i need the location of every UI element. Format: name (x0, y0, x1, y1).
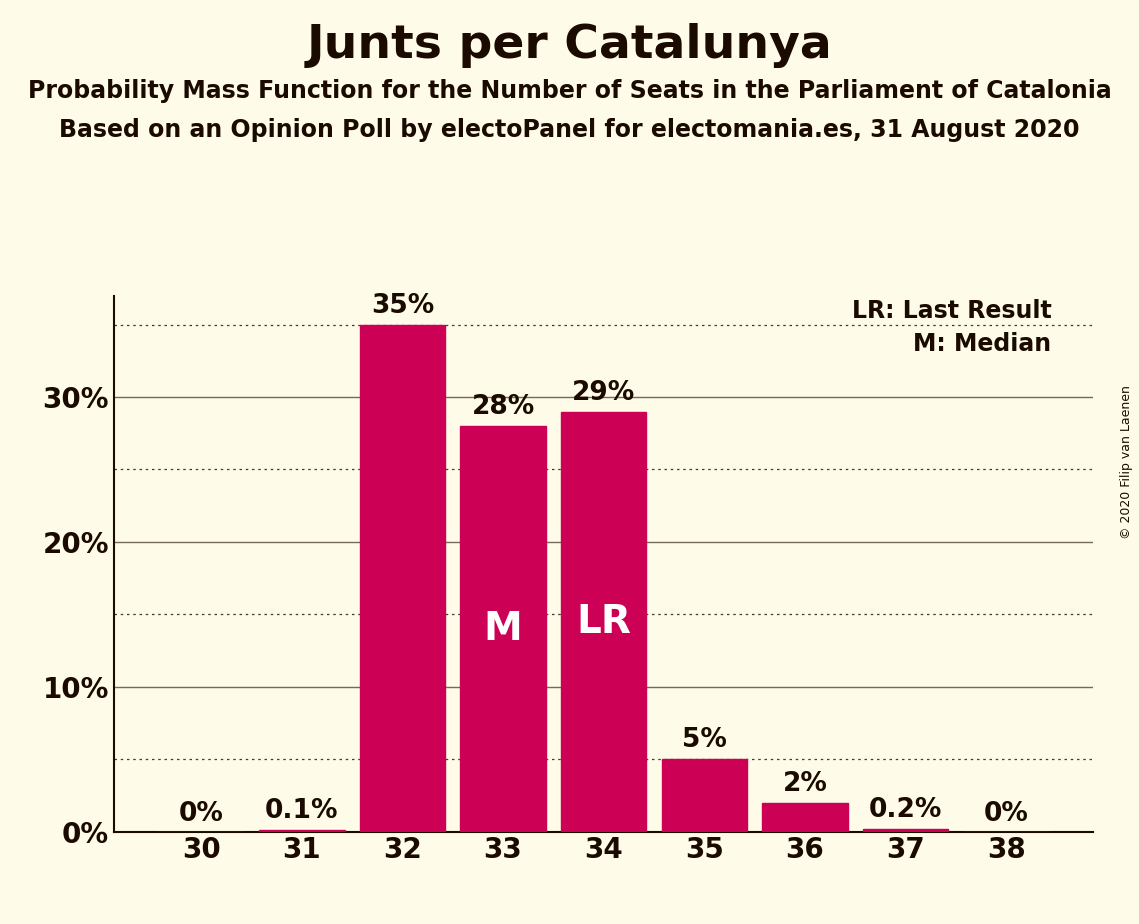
Text: M: Median: M: Median (913, 332, 1051, 356)
Text: Based on an Opinion Poll by electoPanel for electomania.es, 31 August 2020: Based on an Opinion Poll by electoPanel … (59, 118, 1080, 142)
Text: 0.1%: 0.1% (265, 798, 338, 824)
Text: 0%: 0% (984, 801, 1029, 827)
Bar (460, 426, 546, 832)
Bar (259, 830, 345, 832)
Text: 5%: 5% (682, 727, 727, 753)
Text: 28%: 28% (472, 395, 534, 420)
Text: LR: Last Result: LR: Last Result (852, 298, 1051, 322)
Text: © 2020 Filip van Laenen: © 2020 Filip van Laenen (1121, 385, 1133, 539)
Bar (662, 760, 747, 832)
Text: 35%: 35% (371, 293, 434, 319)
Text: LR: LR (576, 602, 631, 640)
Text: Junts per Catalunya: Junts per Catalunya (306, 23, 833, 68)
Text: 0.2%: 0.2% (869, 796, 942, 823)
Bar (862, 829, 949, 832)
Bar (360, 324, 445, 832)
Text: 2%: 2% (782, 771, 827, 796)
Text: Probability Mass Function for the Number of Seats in the Parliament of Catalonia: Probability Mass Function for the Number… (27, 79, 1112, 103)
Text: 29%: 29% (572, 380, 636, 406)
Text: M: M (484, 610, 523, 648)
Bar (560, 411, 647, 832)
Bar (762, 803, 847, 832)
Text: 0%: 0% (179, 801, 223, 827)
